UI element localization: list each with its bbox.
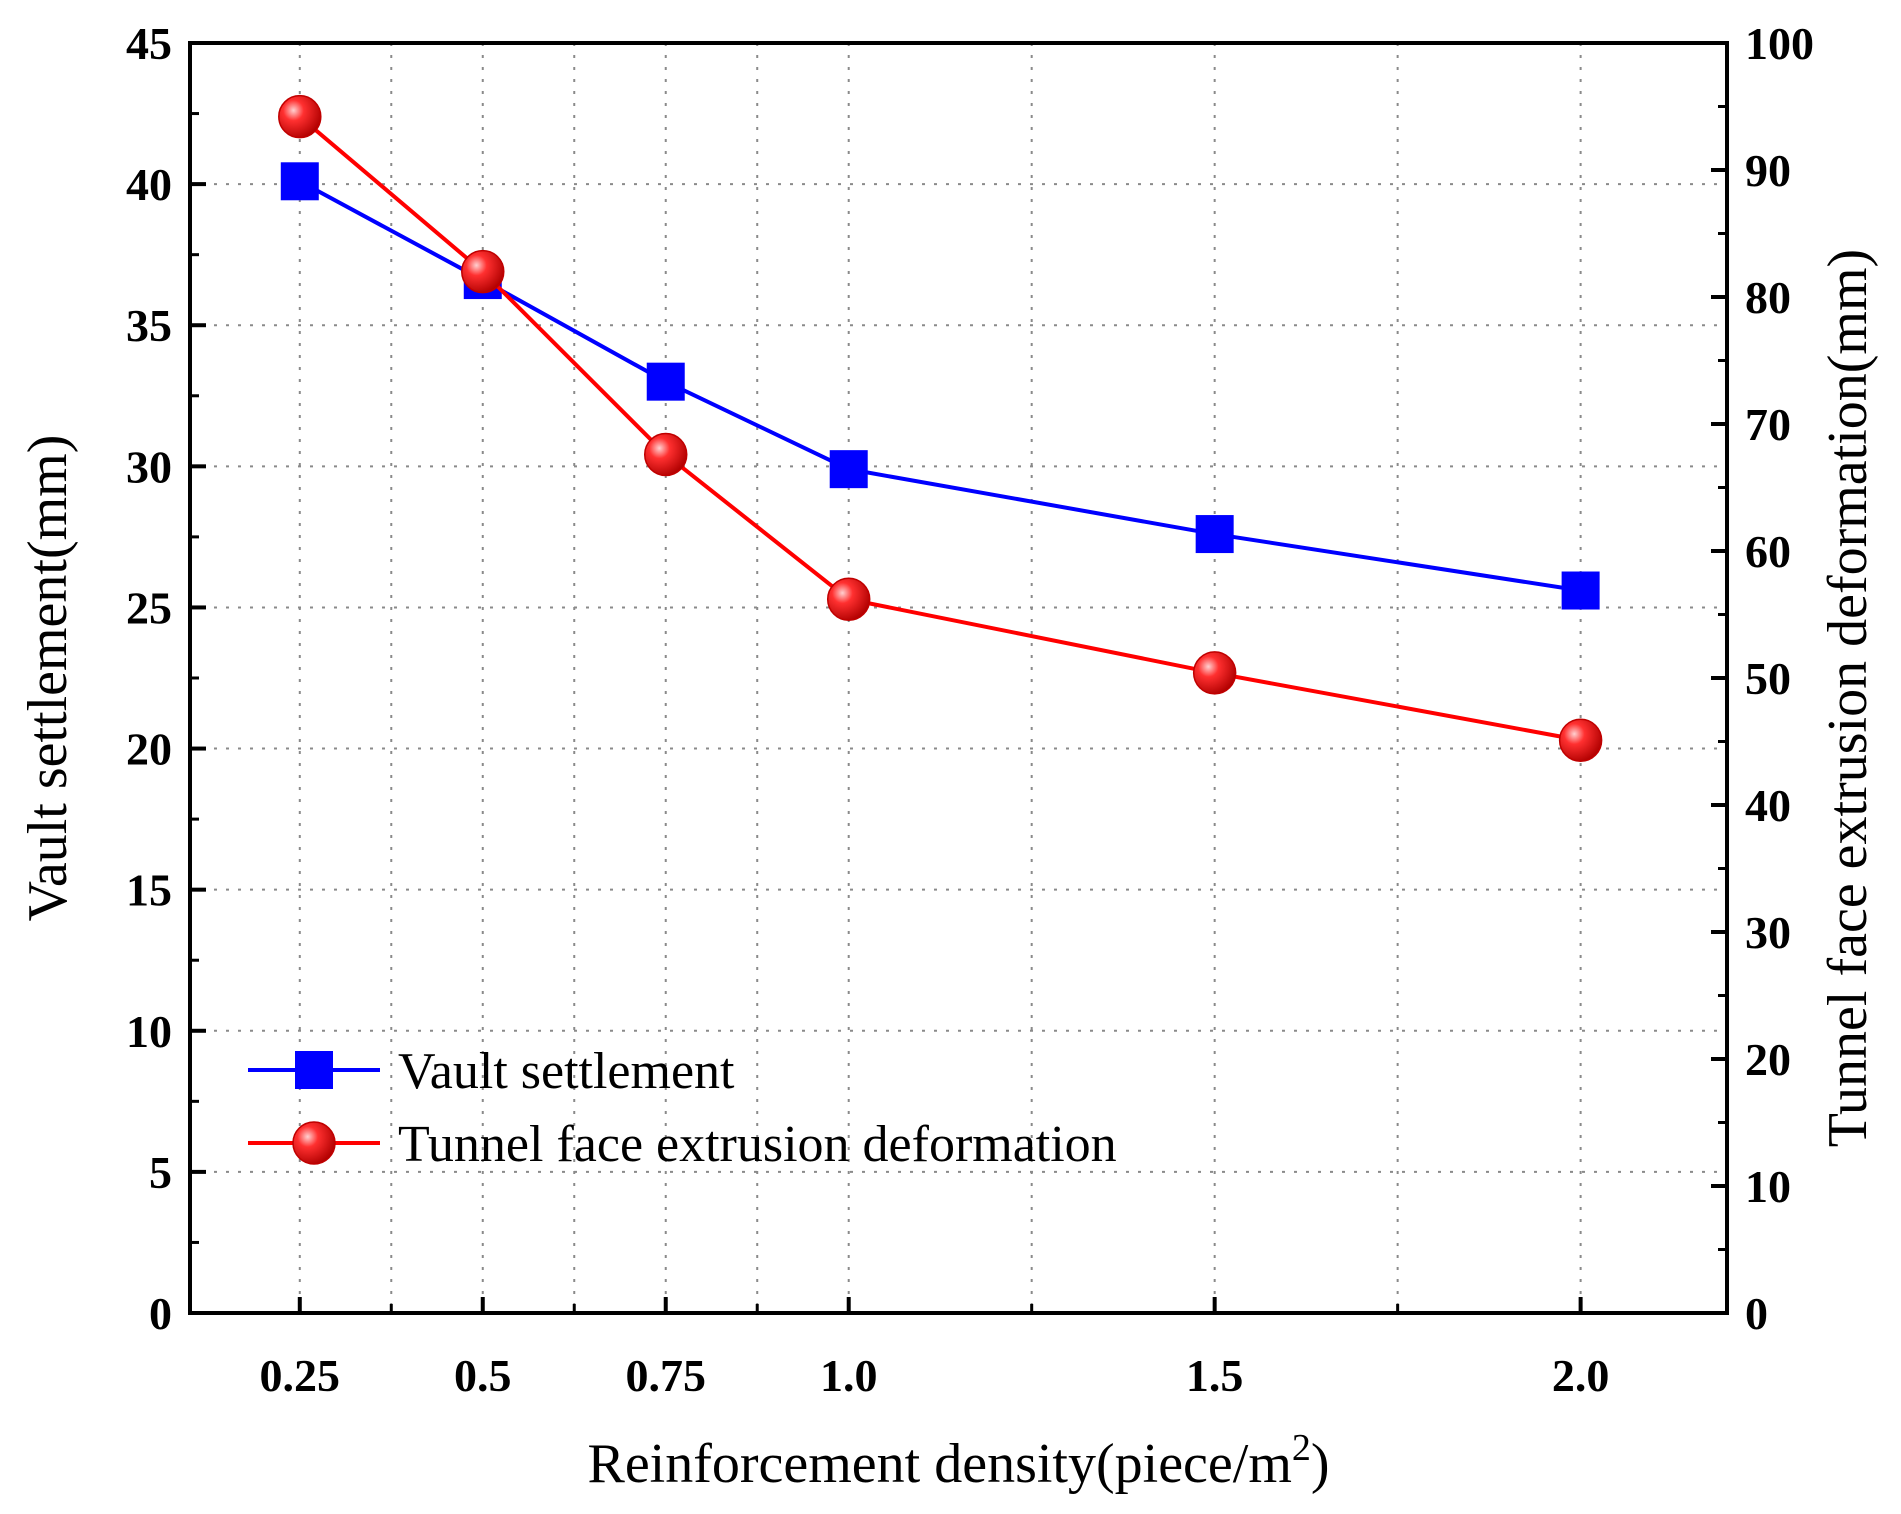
legend-marker xyxy=(295,1051,333,1089)
x-tick-label: 0.5 xyxy=(454,1350,512,1401)
y-left-tick-label: 25 xyxy=(126,582,172,633)
series-layer xyxy=(278,94,1603,762)
data-point-square xyxy=(646,362,685,401)
y-right-tick-label: 70 xyxy=(1745,399,1791,450)
y-right-tick-label: 0 xyxy=(1745,1288,1768,1339)
y-right-tick-label: 60 xyxy=(1745,526,1791,577)
y-axis-right-title: Tunnel face extrusion deformation(mm) xyxy=(1817,249,1879,1147)
data-point-circle xyxy=(1192,651,1237,695)
y-left-tick-label: 45 xyxy=(126,18,172,69)
legend: Vault settlement Tunnel face extrusion de… xyxy=(248,1043,1117,1173)
x-tick-label: 2.0 xyxy=(1552,1350,1610,1401)
y-left-tick-label: 20 xyxy=(126,724,172,775)
data-point-circle xyxy=(1558,718,1603,762)
data-point-circle xyxy=(278,94,322,139)
x-tick-label: 1.5 xyxy=(1186,1350,1244,1401)
data-point-circle xyxy=(643,432,688,477)
data-point-circle xyxy=(461,249,505,294)
y-left-tick-label: 30 xyxy=(126,441,172,492)
y-right-tick-label: 50 xyxy=(1745,653,1791,704)
data-point-square xyxy=(1195,515,1234,554)
y-right-tick-label: 100 xyxy=(1745,18,1814,69)
series-line xyxy=(298,115,1581,743)
x-tick-label: 0.75 xyxy=(625,1350,706,1401)
y-left-tick-label: 40 xyxy=(126,159,172,210)
legend-label: Tunnel face extrusion deformation xyxy=(398,1116,1117,1173)
data-point-circle xyxy=(826,577,871,622)
series-line xyxy=(298,179,1581,593)
legend-label: Vault settlement xyxy=(398,1043,735,1100)
y-right-tick-label: 40 xyxy=(1745,780,1791,831)
y-right-tick-label: 20 xyxy=(1745,1034,1791,1085)
x-tick-label: 0.25 xyxy=(260,1350,341,1401)
y-right-tick-label: 30 xyxy=(1745,907,1791,958)
y-right-tick-label: 10 xyxy=(1745,1161,1791,1212)
y-right-tick-label: 80 xyxy=(1745,272,1791,323)
y-left-tick-label: 35 xyxy=(126,300,172,351)
x-axis-title: Reinforcement density(piece/m2) xyxy=(587,1427,1329,1495)
y-left-tick-label: 10 xyxy=(126,1006,172,1057)
legend-marker xyxy=(292,1121,336,1165)
y-left-tick-label: 15 xyxy=(126,865,172,916)
y-left-tick-label: 0 xyxy=(149,1288,172,1339)
data-point-square xyxy=(280,162,319,201)
grid-lines xyxy=(190,43,1727,1313)
data-point-square xyxy=(829,450,868,489)
y-left-tick-label: 5 xyxy=(149,1147,172,1198)
data-point-square xyxy=(1561,571,1600,610)
y-right-tick-label: 90 xyxy=(1745,145,1791,196)
axis-ticks: 0 5 10 15 20 25 30 35 40 45 0 10 20 30 40 50 60 70 80 90 100… xyxy=(126,18,1814,1401)
x-tick-label: 1.0 xyxy=(820,1350,878,1401)
y-axis-left-title: Vault settlement(mm) xyxy=(17,435,79,922)
